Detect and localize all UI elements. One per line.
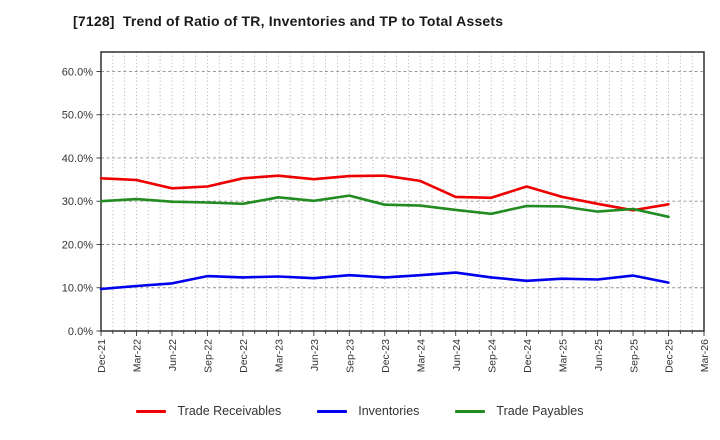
x-tick-label: Mar-25 [557, 339, 569, 372]
y-tick-label: 40.0% [62, 153, 93, 165]
y-tick-label: 60.0% [62, 66, 93, 78]
legend-label-trade-payables: Trade Payables [496, 404, 584, 418]
x-tick-label: Sep-23 [344, 339, 356, 373]
x-tick-label: Dec-23 [380, 339, 392, 373]
inventories-line-icon [317, 409, 348, 413]
y-tick-label: 50.0% [62, 110, 93, 122]
x-tick-label: Jun-23 [309, 339, 321, 371]
x-tick-label: Jun-25 [593, 339, 605, 371]
y-tick-label: 10.0% [62, 283, 93, 295]
series-line-inventories [99, 271, 670, 291]
legend: Trade Receivables Inventories Trade Paya… [0, 404, 720, 418]
legend-label-trade-receivables: Trade Receivables [177, 404, 282, 418]
series-line-trade-receivables [99, 174, 670, 212]
x-tick-label: Sep-25 [628, 339, 640, 373]
x-tick-label: Mar-23 [274, 339, 286, 372]
y-tick-label: 0.0% [68, 326, 93, 338]
y-tick-label: 20.0% [62, 239, 93, 251]
legend-item-trade-payables: Trade Payables [455, 404, 584, 418]
chart-title: [7128] Trend of Ratio of TR, Inventories… [73, 13, 504, 29]
x-tick-label: Mar-22 [132, 339, 144, 372]
x-tick-label: Jun-24 [451, 339, 463, 371]
x-tick-label: Mar-26 [699, 339, 711, 372]
x-tick-label: Sep-24 [486, 339, 498, 373]
legend-item-trade-receivables: Trade Receivables [136, 404, 281, 418]
x-tick-label: Sep-22 [203, 339, 215, 373]
trade-payables-line-icon [455, 409, 486, 413]
plot-border [100, 51, 705, 332]
x-tick-label: Dec-21 [96, 339, 108, 373]
x-tick-label: Dec-24 [522, 339, 534, 373]
x-tick-label: Dec-22 [238, 339, 250, 373]
x-tick-label: Dec-25 [664, 339, 676, 373]
x-tick-label: Mar-24 [415, 339, 427, 372]
legend-label-inventories: Inventories [358, 404, 420, 418]
legend-item-inventories: Inventories [317, 404, 419, 418]
trade-receivables-line-icon [136, 409, 167, 413]
x-tick-label: Jun-22 [167, 339, 179, 371]
series-line-trade-payables [99, 194, 670, 219]
y-tick-label: 30.0% [62, 196, 93, 208]
